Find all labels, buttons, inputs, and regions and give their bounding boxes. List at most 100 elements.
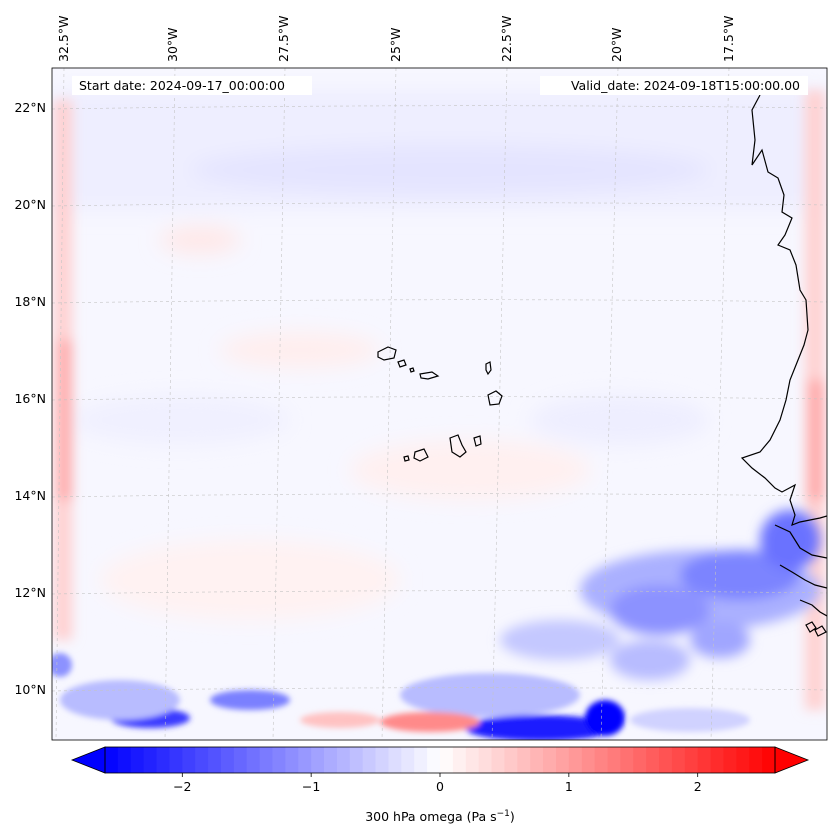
colorbar-tick-label: 1 — [565, 779, 573, 794]
lat-label-20n: 20°N — [14, 197, 46, 212]
colorbar-cell — [568, 747, 583, 773]
colorbar-cell — [633, 747, 647, 773]
colorbar-cell — [517, 747, 531, 773]
colorbar-cell — [156, 747, 171, 773]
lon-label-25w: 25°W — [388, 27, 403, 62]
lat-label-18n: 18°N — [14, 294, 46, 309]
colorbar-cell — [272, 747, 286, 773]
colorbar-cell — [130, 747, 145, 773]
colorbar-cell — [427, 747, 441, 773]
colorbar-cell — [246, 747, 261, 773]
lon-label-32-5w: 32.5°W — [56, 16, 71, 62]
gambia-coast — [774, 524, 827, 559]
colorbar-cells — [105, 747, 776, 773]
colorbar-cell — [710, 747, 725, 773]
coastline — [740, 94, 827, 637]
longitude-labels: 32.5°W 30°W 27.5°W 25°W 22.5°W 20°W 17.5… — [56, 16, 736, 62]
start-date: Start date: 2024-09-17_00:00:00 — [79, 78, 285, 93]
colorbar-cell — [594, 747, 609, 773]
colorbar-cell — [659, 747, 673, 773]
edge-bands — [54, 90, 825, 710]
colorbar-cell — [478, 747, 493, 773]
colorbar-cell — [440, 747, 454, 773]
island-santa-luzia — [409, 367, 415, 373]
colorbar-cell — [530, 747, 544, 773]
colorbar-cell — [684, 747, 699, 773]
colorbar-cell — [581, 747, 596, 773]
colorbar-cell — [401, 747, 415, 773]
colorbar-cell — [762, 747, 776, 773]
map-panel: Start date: 2024-09-17_00:00:00 Valid_da… — [51, 67, 828, 741]
valid-date: Valid_date: 2024-09-18T15:00:00.00 — [571, 78, 800, 93]
island-brava — [403, 455, 410, 462]
omega-field — [52, 90, 827, 740]
island-maio — [473, 435, 482, 447]
colorbar-cell — [414, 747, 428, 773]
guinea-coast — [799, 599, 827, 617]
colorbar-cell — [324, 747, 338, 773]
island-sao-nicolau — [419, 371, 440, 380]
colorbar-cell — [362, 747, 377, 773]
lat-label-10n: 10°N — [14, 682, 46, 697]
colorbar-cell — [697, 747, 712, 773]
map-frame — [51, 67, 828, 741]
valid-date-box — [540, 76, 808, 95]
colorbar-tick-label: −2 — [173, 779, 191, 794]
colorbar-extend-low — [70, 746, 106, 774]
lat-label-22n: 22°N — [14, 100, 46, 115]
colorbar-cell — [736, 747, 750, 773]
colorbar-cell — [298, 747, 312, 773]
colorbar-cell — [336, 747, 351, 773]
colorbar-cell — [504, 747, 518, 773]
island-boa-vista — [487, 390, 503, 406]
colorbar-cell — [105, 747, 119, 773]
colorbar-cell — [349, 747, 364, 773]
lat-label-12n: 12°N — [14, 585, 46, 600]
colorbar-cell — [208, 747, 222, 773]
island-fogo — [413, 448, 429, 462]
lon-label-30w: 30°W — [165, 27, 180, 62]
colorbar-cell — [117, 747, 132, 773]
colorbar-cell — [749, 747, 763, 773]
guinea-bissau-coast — [779, 564, 827, 589]
colorbar-cell — [285, 747, 299, 773]
colorbar-cell — [646, 747, 660, 773]
colorbar-tick-label: 0 — [436, 779, 444, 794]
colorbar: −2 −1 0 1 2 300 hPa omega (Pa s−1) — [70, 746, 810, 824]
bijagos-islands — [805, 621, 827, 637]
lon-label-22-5w: 22.5°W — [499, 16, 514, 62]
colorbar-cell — [491, 747, 506, 773]
colorbar-cell — [311, 747, 325, 773]
colorbar-extend-high — [774, 746, 810, 774]
colorbar-cell — [143, 747, 158, 773]
colorbar-ticks: −2 −1 0 1 2 — [173, 773, 702, 794]
colorbar-cell — [259, 747, 274, 773]
colorbar-tick-label: −1 — [302, 779, 320, 794]
colorbar-cell — [607, 747, 621, 773]
colorbar-cell — [182, 747, 196, 773]
island-sao-vicente — [397, 359, 407, 368]
colorbar-cell — [620, 747, 634, 773]
colorbar-cell — [465, 747, 480, 773]
colorbar-cell — [543, 747, 557, 773]
colorbar-cell — [169, 747, 183, 773]
colorbar-cell — [723, 747, 737, 773]
colorbar-cell — [233, 747, 248, 773]
gridlines — [51, 67, 828, 741]
colorbar-cell — [671, 747, 686, 773]
cape-verde-islands — [377, 346, 503, 462]
colorbar-cell — [555, 747, 570, 773]
colorbar-cell — [195, 747, 209, 773]
colorbar-label: 300 hPa omega (Pa s−1) — [365, 809, 515, 824]
lat-label-14n: 14°N — [14, 488, 46, 503]
colorbar-cell — [452, 747, 467, 773]
colorbar-cell — [375, 747, 390, 773]
lon-label-17-5w: 17.5°W — [721, 16, 736, 62]
latitude-labels: 22°N 20°N 18°N 16°N 14°N 12°N 10°N — [14, 100, 46, 697]
start-date-box — [72, 76, 312, 95]
southern-band — [52, 653, 750, 740]
lon-label-20w: 20°W — [609, 27, 624, 62]
island-santiago — [449, 434, 467, 458]
lat-label-16n: 16°N — [14, 391, 46, 406]
